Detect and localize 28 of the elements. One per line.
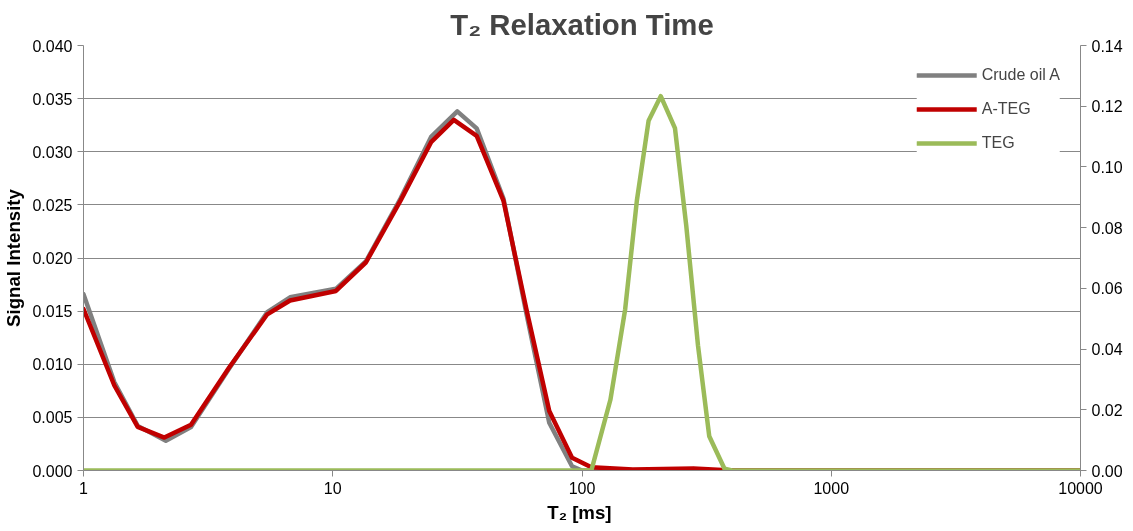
y-tick-label: 0.020: [32, 250, 73, 267]
x-tick-label: 1000: [813, 479, 850, 497]
y2-tick-label: 0.08: [1091, 219, 1123, 237]
y-tick-label: 0.035: [32, 90, 73, 108]
x-axis-title: T₂ [ms]: [547, 501, 612, 523]
legend-label: Crude oil A: [981, 66, 1060, 84]
y-tick-label: 0.025: [32, 196, 73, 214]
x-tick-label: 10: [323, 479, 342, 497]
y2-tick-label: 0.06: [1091, 280, 1123, 298]
y-axis-title: Signal Intensity: [3, 188, 25, 327]
y2-tick-label: 0.00: [1091, 462, 1123, 480]
x-tick-label: 1: [79, 479, 89, 497]
x-tick-label: 10000: [1058, 479, 1103, 497]
legend-label: TEG: [981, 134, 1015, 152]
y-tick-label: 0.010: [32, 356, 73, 374]
y2-tick-label: 0.04: [1091, 341, 1123, 359]
legend-label: A-TEG: [981, 100, 1031, 118]
x-tick-label: 100: [568, 479, 596, 497]
chart-title: T₂ Relaxation Time: [450, 7, 714, 41]
y-tick-label: 0.030: [32, 143, 73, 161]
y2-tick-label: 0.12: [1091, 98, 1123, 116]
y-tick-label: 0.040: [32, 37, 73, 55]
y2-tick-label: 0.10: [1091, 158, 1123, 176]
y2-tick-label: 0.14: [1091, 37, 1123, 55]
y-tick-label: 0.015: [32, 303, 73, 321]
y-tick-label: 0.000: [32, 462, 73, 480]
y2-tick-label: 0.02: [1091, 401, 1123, 419]
y-tick-label: 0.005: [32, 409, 73, 427]
